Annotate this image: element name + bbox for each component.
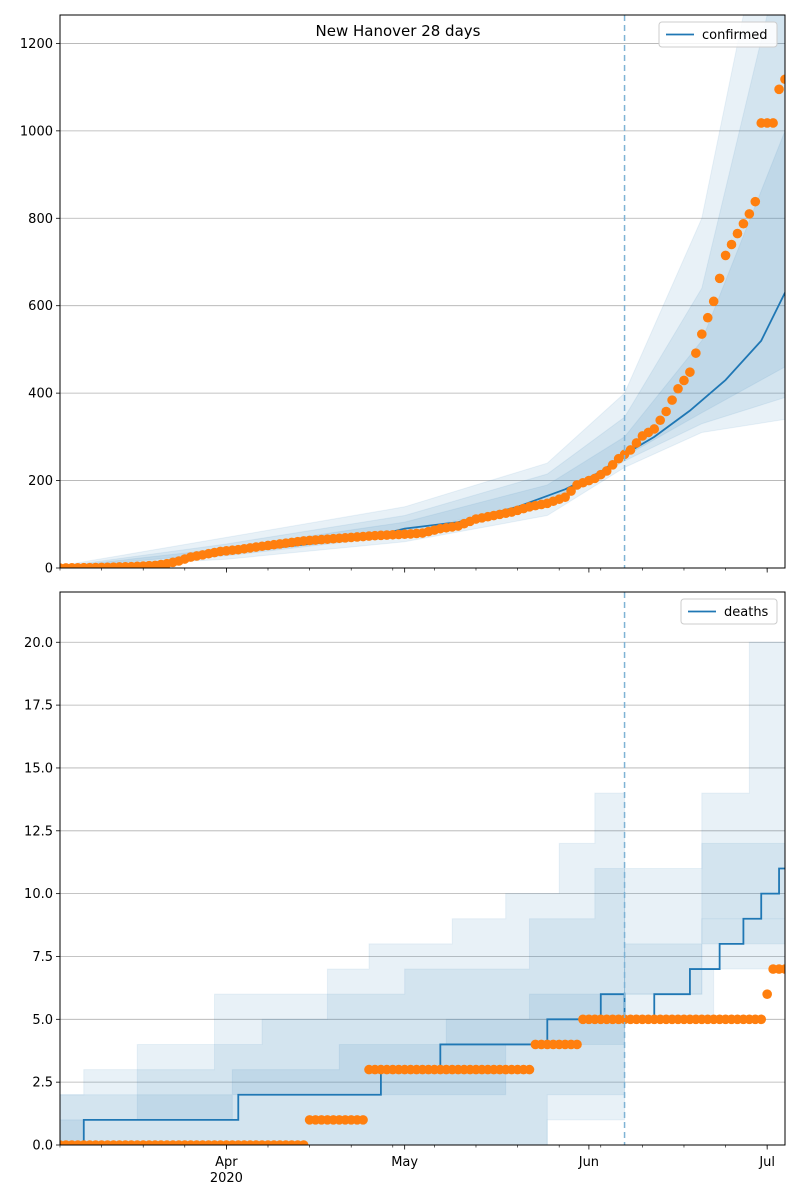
legend-label: deaths xyxy=(724,605,769,620)
interval-band xyxy=(60,15,785,568)
observed-point xyxy=(756,1014,767,1025)
observed-point xyxy=(560,492,570,502)
observed-point xyxy=(572,1039,582,1050)
legend xyxy=(658,21,778,48)
observed-point xyxy=(673,383,683,394)
observed-point xyxy=(685,367,695,377)
axes-frame xyxy=(59,14,786,569)
observed-point xyxy=(697,329,707,339)
y-tick-label: 12.5 xyxy=(24,824,53,839)
observed-point xyxy=(702,312,713,323)
observed-point xyxy=(720,250,731,261)
y-tick-label: 800 xyxy=(28,212,53,227)
axes-frame xyxy=(59,591,786,1146)
y-tick-label: 17.5 xyxy=(24,699,53,714)
observed-point xyxy=(744,209,755,219)
observed-point xyxy=(750,196,761,207)
chart-title: New Hanover 28 days xyxy=(316,22,481,40)
x-tick-label: Apr xyxy=(215,1155,238,1170)
y-tick-label: 400 xyxy=(28,387,53,402)
observed-point xyxy=(601,466,612,476)
x-tick-sublabel: 2020 xyxy=(210,1171,243,1186)
y-tick-label: 20.0 xyxy=(24,636,53,651)
y-tick-label: 10.0 xyxy=(24,887,53,902)
interval-band xyxy=(60,792,626,1145)
observed-point xyxy=(631,438,642,448)
observed-point xyxy=(655,415,666,426)
observed-point xyxy=(738,218,749,229)
y-tick-label: 600 xyxy=(28,299,53,314)
legend-label: confirmed xyxy=(702,28,768,43)
observed-point xyxy=(774,84,784,95)
observed-point xyxy=(625,445,636,455)
x-tick-label: Jun xyxy=(578,1155,599,1170)
observed-point xyxy=(780,964,785,974)
observed-point xyxy=(649,424,660,434)
plot-area xyxy=(60,15,785,568)
observed-point xyxy=(358,1115,368,1125)
observed-point xyxy=(732,228,743,239)
observed-point xyxy=(566,486,576,496)
observed-point xyxy=(667,395,677,405)
observed-point xyxy=(607,460,618,470)
interval-band xyxy=(60,868,626,1145)
observed-point xyxy=(524,1064,535,1075)
y-tick-label: 7.5 xyxy=(32,950,53,965)
x-tick-label: Jul xyxy=(758,1155,775,1170)
y-tick-label: 0.0 xyxy=(32,1139,53,1154)
plot-area xyxy=(60,592,785,1145)
confirmed-panel: 0 200 400 600 800 1000 1200 confirmed xyxy=(20,14,786,577)
y-tick-label: 1200 xyxy=(20,37,53,52)
y-tick-label: 0 xyxy=(45,562,53,577)
observed-point xyxy=(691,348,701,358)
observed-point xyxy=(679,375,689,386)
observed-point xyxy=(714,273,725,284)
observed-point xyxy=(726,239,737,250)
y-tick-label: 200 xyxy=(28,474,53,489)
observed-point xyxy=(762,989,772,999)
y-tick-label: 1000 xyxy=(20,124,53,139)
y-tick-label: 2.5 xyxy=(32,1076,53,1091)
legend xyxy=(680,598,778,625)
interval-band xyxy=(60,15,785,568)
observed-point xyxy=(780,74,785,85)
observed-point xyxy=(708,296,719,307)
observed-point xyxy=(298,1140,309,1145)
observed-point xyxy=(768,118,778,128)
x-tick-label: May xyxy=(391,1155,418,1170)
y-tick-label: 5.0 xyxy=(32,1013,53,1028)
y-tick-label: 15.0 xyxy=(24,761,53,776)
observed-point xyxy=(661,406,671,417)
